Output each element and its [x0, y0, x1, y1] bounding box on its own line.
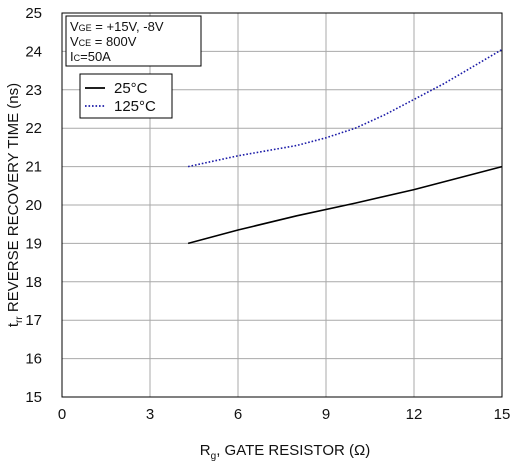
- y-tick-label: 21: [25, 159, 42, 176]
- x-tick-label: 3: [146, 406, 154, 423]
- x-axis-title-subscript: g: [211, 451, 217, 462]
- x-tick-label: 0: [58, 406, 66, 423]
- y-axis-title-subscript: rr: [14, 316, 25, 323]
- y-axis-title: trr REVERSE RECOVERY TIME (ns): [5, 83, 25, 327]
- series-layer: [187, 48, 503, 245]
- condition-line-1: VCE = 800V: [70, 34, 137, 49]
- y-tick-label: 20: [25, 197, 42, 214]
- x-tick-label: 9: [322, 406, 330, 423]
- y-tick-label: 16: [25, 351, 42, 368]
- legend-label-125c: 125°C: [114, 98, 156, 115]
- conditions-box-frame: [65, 15, 202, 67]
- plot-area-frame: [61, 12, 503, 398]
- x-axis-title: Rg, GATE RESISTOR (Ω): [200, 442, 370, 462]
- series-line-25c: [187, 165, 503, 245]
- x-axis-title-main: R: [200, 442, 211, 459]
- legend-label-25c: 25°C: [114, 80, 148, 97]
- y-tick-label: 19: [25, 235, 42, 252]
- condition-line-0: VGE = +15V, -8V: [70, 19, 164, 34]
- x-tick-label: 12: [406, 406, 423, 423]
- y-axis-title-rest: REVERSE RECOVERY TIME (ns): [5, 83, 22, 316]
- y-tick-label: 15: [25, 389, 42, 406]
- grid-layer: [61, 12, 503, 398]
- legend-frame: [79, 73, 173, 119]
- y-tick-label: 24: [25, 43, 42, 60]
- condition-line-2: IC=50A: [70, 49, 111, 64]
- y-tick-label: 25: [25, 5, 42, 22]
- y-tick-label: 23: [25, 82, 42, 99]
- x-tick-label: 15: [494, 406, 511, 423]
- x-tick-label: 6: [234, 406, 242, 423]
- y-tick-label: 17: [25, 312, 42, 329]
- y-tick-label: 22: [25, 120, 42, 137]
- y-tick-label: 18: [25, 274, 42, 291]
- series-line-125c: [187, 48, 503, 168]
- y-axis-title-main: t: [5, 322, 22, 327]
- y-tick-labels: 15 16 17 18 19 20 21 22 23 24 25: [25, 5, 42, 406]
- x-axis-title-rest: , GATE RESISTOR (Ω): [216, 442, 370, 459]
- x-tick-labels: 0 3 6 9 12 15: [58, 406, 511, 423]
